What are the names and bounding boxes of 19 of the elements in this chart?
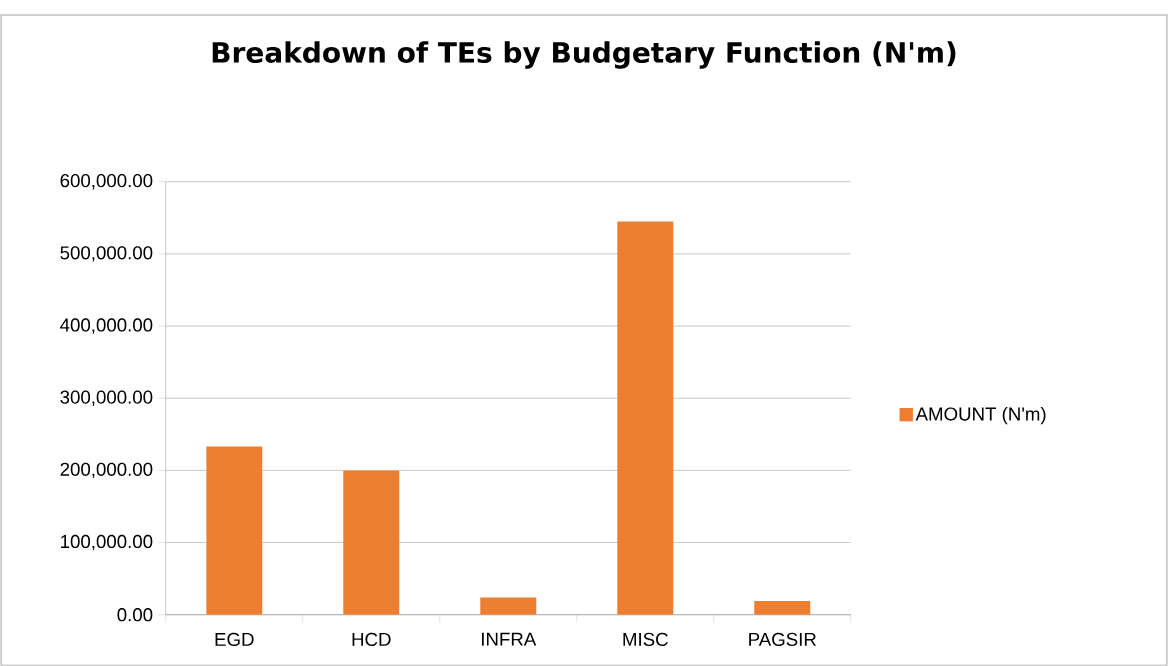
legend-label: AMOUNT (N'm) [915, 406, 1046, 425]
bar [206, 446, 263, 615]
bar [754, 601, 811, 615]
y-tick-label: 100,000.00 [61, 534, 153, 551]
x-tick-label: HCD [352, 632, 391, 647]
x-tick-label: EGD [215, 632, 254, 647]
x-tick-label: MISC [623, 632, 668, 647]
bar [480, 597, 537, 615]
y-tick-label: 300,000.00 [60, 390, 153, 407]
y-tick-label: 0.00 [117, 608, 153, 622]
y-tick-label: 600,000.00 [60, 174, 153, 190]
bar [617, 221, 674, 615]
y-tick-label: 400,000.00 [60, 318, 153, 334]
y-tick-label: 200,000.00 [60, 462, 153, 479]
y-tick-label: 500,000.00 [60, 246, 153, 262]
x-tick-label: PAGSIR [749, 632, 816, 647]
x-tick-label: INFRA [481, 632, 537, 646]
chart-title: Breakdown of TEs by Budgetary Function (N'm) [212, 41, 956, 69]
bar [343, 470, 400, 615]
